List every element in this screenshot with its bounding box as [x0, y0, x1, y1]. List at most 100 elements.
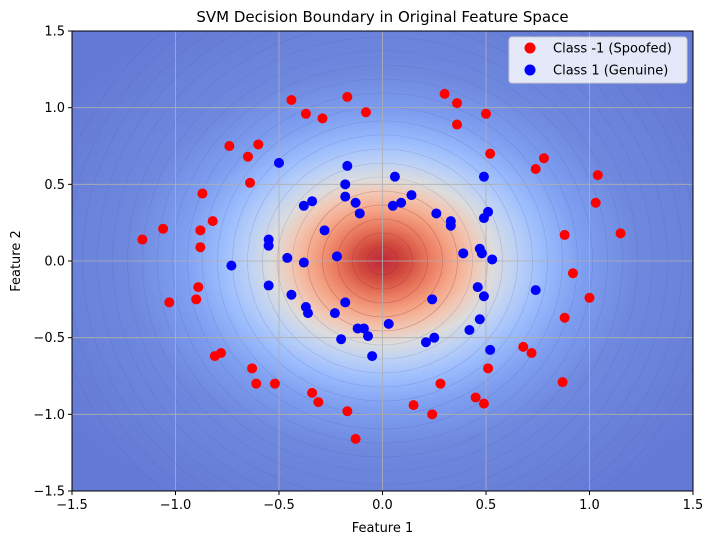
x-tick-label: 0.0	[372, 498, 393, 513]
point-genuine	[476, 248, 487, 259]
point-genuine	[329, 308, 340, 319]
point-genuine	[431, 208, 442, 219]
point-genuine	[420, 337, 431, 348]
point-spoofed	[557, 377, 568, 388]
point-genuine	[331, 251, 342, 262]
point-spoofed	[224, 141, 235, 151]
point-spoofed	[251, 378, 262, 389]
point-genuine	[387, 200, 398, 211]
point-genuine	[478, 213, 489, 224]
chart-title: SVM Decision Boundary in Original Featur…	[196, 8, 568, 26]
x-tick-label: 1.5	[683, 498, 704, 513]
point-genuine	[336, 334, 347, 345]
y-tick-label: −0.5	[33, 331, 65, 346]
point-genuine	[263, 280, 274, 291]
point-spoofed	[300, 108, 311, 119]
point-spoofed	[615, 228, 626, 239]
point-spoofed	[350, 433, 361, 444]
y-tick-label: 0.0	[44, 255, 65, 270]
point-spoofed	[137, 234, 148, 245]
point-genuine	[298, 257, 309, 268]
point-genuine	[342, 160, 353, 171]
point-genuine	[263, 240, 274, 251]
point-genuine	[396, 197, 407, 208]
point-genuine	[487, 254, 498, 265]
point-genuine	[340, 191, 351, 202]
series-spoofed	[137, 88, 626, 444]
point-genuine	[478, 171, 489, 182]
point-genuine	[350, 197, 361, 208]
point-spoofed	[247, 363, 258, 374]
point-spoofed	[559, 312, 570, 323]
point-genuine	[406, 190, 417, 201]
x-tick-label: 1.0	[579, 498, 600, 513]
point-genuine	[286, 289, 297, 300]
y-axis-label: Feature 2	[9, 230, 24, 292]
point-genuine	[474, 314, 485, 325]
point-genuine	[478, 291, 489, 302]
point-genuine	[302, 308, 313, 319]
point-spoofed	[360, 107, 371, 118]
point-genuine	[340, 297, 351, 308]
point-genuine	[472, 282, 483, 293]
point-genuine	[298, 200, 309, 211]
point-spoofed	[342, 406, 353, 417]
y-tick-label: −1.0	[33, 408, 65, 423]
point-genuine	[363, 331, 374, 342]
point-genuine	[340, 179, 351, 190]
point-spoofed	[530, 164, 541, 174]
point-spoofed	[313, 397, 324, 408]
point-spoofed	[478, 398, 489, 409]
y-tick-label: 1.5	[44, 25, 65, 40]
point-genuine	[389, 171, 400, 182]
point-spoofed	[470, 392, 481, 403]
point-genuine	[530, 285, 541, 296]
point-genuine	[367, 351, 378, 362]
legend-label-spoofed: Class -1 (Spoofed)	[553, 42, 672, 57]
point-spoofed	[242, 151, 253, 162]
point-spoofed	[452, 119, 463, 130]
point-spoofed	[307, 387, 318, 398]
point-genuine	[226, 260, 237, 271]
legend: Class -1 (Spoofed) Class 1 (Genuine)	[508, 36, 688, 84]
point-spoofed	[193, 282, 204, 293]
y-tick-label: −1.5	[33, 485, 65, 500]
point-spoofed	[559, 229, 570, 240]
point-spoofed	[538, 153, 549, 164]
x-axis-ticks: −1.5 −1.0 −0.5 0.0 0.5 1.0 1.5	[56, 491, 703, 513]
point-spoofed	[195, 242, 206, 253]
y-tick-label: 1.0	[44, 101, 65, 116]
point-spoofed	[209, 351, 220, 362]
legend-marker-spoofed	[524, 42, 536, 54]
point-spoofed	[269, 378, 280, 389]
point-spoofed	[435, 378, 446, 389]
point-spoofed	[567, 268, 578, 279]
point-spoofed	[197, 188, 208, 199]
point-genuine	[445, 220, 456, 231]
point-genuine	[429, 332, 440, 343]
series-layer	[137, 88, 626, 444]
point-spoofed	[481, 108, 491, 119]
point-spoofed	[439, 88, 450, 99]
point-spoofed	[427, 409, 438, 420]
point-spoofed	[452, 98, 463, 109]
point-spoofed	[408, 400, 419, 411]
y-tick-label: 0.5	[44, 178, 65, 193]
point-spoofed	[518, 341, 529, 352]
x-tick-label: −1.0	[160, 498, 192, 513]
series-genuine	[226, 157, 541, 362]
point-spoofed	[207, 216, 218, 227]
point-spoofed	[245, 177, 256, 188]
point-spoofed	[286, 95, 297, 105]
point-genuine	[354, 208, 365, 219]
point-genuine	[383, 318, 394, 329]
y-axis-ticks: −1.5 −1.0 −0.5 0.0 0.5 1.0 1.5	[33, 25, 72, 500]
point-spoofed	[191, 294, 202, 305]
x-tick-label: 0.5	[476, 498, 497, 513]
point-genuine	[427, 294, 438, 305]
point-genuine	[307, 196, 318, 207]
point-genuine	[274, 157, 284, 168]
point-spoofed	[485, 148, 496, 159]
point-spoofed	[526, 348, 537, 358]
